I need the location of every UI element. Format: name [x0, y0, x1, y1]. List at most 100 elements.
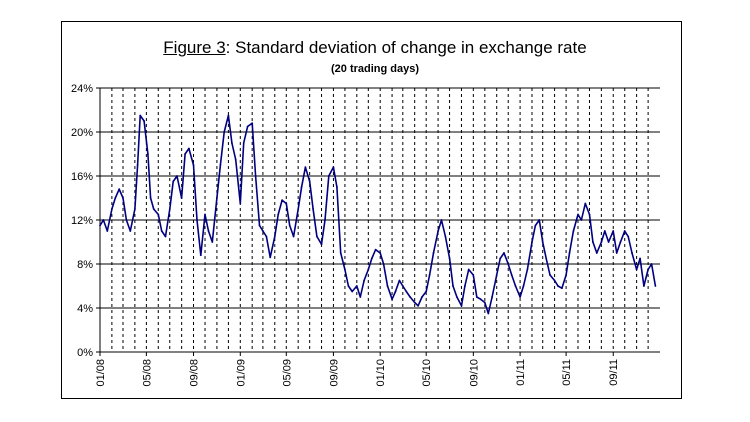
data-point — [631, 252, 633, 254]
data-point — [242, 142, 245, 144]
data-point — [351, 290, 354, 293]
data-point — [370, 257, 373, 260]
data-point — [479, 298, 482, 301]
data-point — [460, 304, 463, 307]
data-point — [347, 285, 350, 287]
data-point — [379, 252, 382, 254]
data-point — [623, 230, 626, 232]
x-tick-label: 09/10 — [468, 359, 480, 387]
data-point — [432, 252, 435, 254]
data-point — [118, 188, 121, 191]
chart-subtitle: (20 trading days) — [330, 63, 420, 75]
data-point — [495, 274, 498, 276]
x-tick-label: 01/10 — [375, 359, 387, 387]
data-point — [149, 197, 152, 199]
data-point — [164, 235, 167, 238]
data-point — [172, 180, 175, 183]
data-point — [184, 153, 187, 155]
data-point — [355, 285, 358, 287]
data-point — [607, 241, 610, 243]
data-point — [316, 235, 318, 238]
data-point — [421, 296, 423, 298]
data-point — [557, 285, 559, 287]
data-point — [129, 230, 132, 232]
data-point — [320, 243, 323, 246]
data-point — [223, 131, 226, 133]
data-point — [503, 252, 505, 254]
data-point — [277, 213, 280, 216]
y-tick-label: 20% — [71, 127, 93, 139]
data-point — [483, 301, 486, 304]
data-point — [448, 257, 451, 260]
data-point — [487, 312, 490, 315]
y-tick-label: 16% — [71, 171, 93, 183]
data-point — [122, 197, 124, 199]
data-point — [600, 241, 603, 243]
data-point — [603, 230, 606, 232]
data-point — [437, 230, 439, 232]
data-point — [211, 241, 214, 243]
data-point — [374, 248, 377, 251]
data-point — [239, 202, 242, 205]
y-tick-label: 0% — [77, 347, 93, 359]
data-point — [425, 290, 428, 293]
data-point — [417, 304, 419, 307]
data-point — [246, 125, 249, 128]
data-point — [639, 257, 641, 260]
x-tick-label: 01/11 — [515, 359, 527, 386]
data-point — [234, 158, 237, 161]
data-point — [312, 208, 314, 210]
x-tick-label: 05/09 — [281, 359, 293, 387]
data-point — [196, 219, 198, 221]
data-point — [332, 166, 335, 169]
data-point — [262, 230, 264, 232]
data-point — [308, 180, 311, 183]
data-point — [538, 219, 541, 221]
data-point — [405, 290, 408, 293]
data-point — [216, 197, 218, 199]
data-point — [152, 208, 155, 210]
data-point — [265, 235, 268, 238]
data-point — [231, 142, 233, 144]
data-point — [139, 114, 142, 117]
data-point — [363, 279, 365, 282]
data-point — [281, 199, 283, 202]
data-point — [531, 241, 533, 243]
x-tick-label: 01/08 — [95, 359, 107, 387]
x-tick-label: 05/11 — [561, 359, 573, 386]
data-point — [160, 230, 163, 232]
figure-label: Figure 3 — [163, 38, 226, 57]
data-point — [464, 285, 466, 287]
data-point — [413, 301, 416, 304]
x-tick-label: 09/08 — [189, 359, 201, 387]
data-point — [452, 285, 454, 287]
data-point — [456, 296, 458, 298]
chart-frame — [61, 21, 682, 399]
data-point — [409, 296, 411, 298]
data-point — [285, 202, 288, 205]
data-point — [553, 279, 556, 282]
data-point — [561, 287, 563, 290]
data-point — [627, 235, 630, 238]
data-point — [595, 252, 598, 254]
data-point — [440, 219, 443, 221]
data-point — [510, 274, 513, 276]
data-point — [635, 268, 638, 271]
data-point — [592, 241, 594, 243]
data-point — [157, 213, 160, 216]
data-point — [514, 285, 517, 287]
data-point — [572, 230, 575, 232]
data-point — [199, 254, 202, 257]
data-point — [507, 263, 510, 265]
y-tick-label: 24% — [71, 83, 93, 95]
data-point — [192, 164, 195, 166]
data-point — [251, 122, 254, 125]
data-point — [204, 213, 206, 216]
data-point — [519, 296, 521, 298]
data-point — [615, 252, 618, 254]
data-point — [428, 274, 431, 276]
data-point — [619, 241, 622, 243]
data-point — [339, 252, 342, 254]
data-point — [227, 114, 230, 117]
data-point — [584, 202, 587, 205]
